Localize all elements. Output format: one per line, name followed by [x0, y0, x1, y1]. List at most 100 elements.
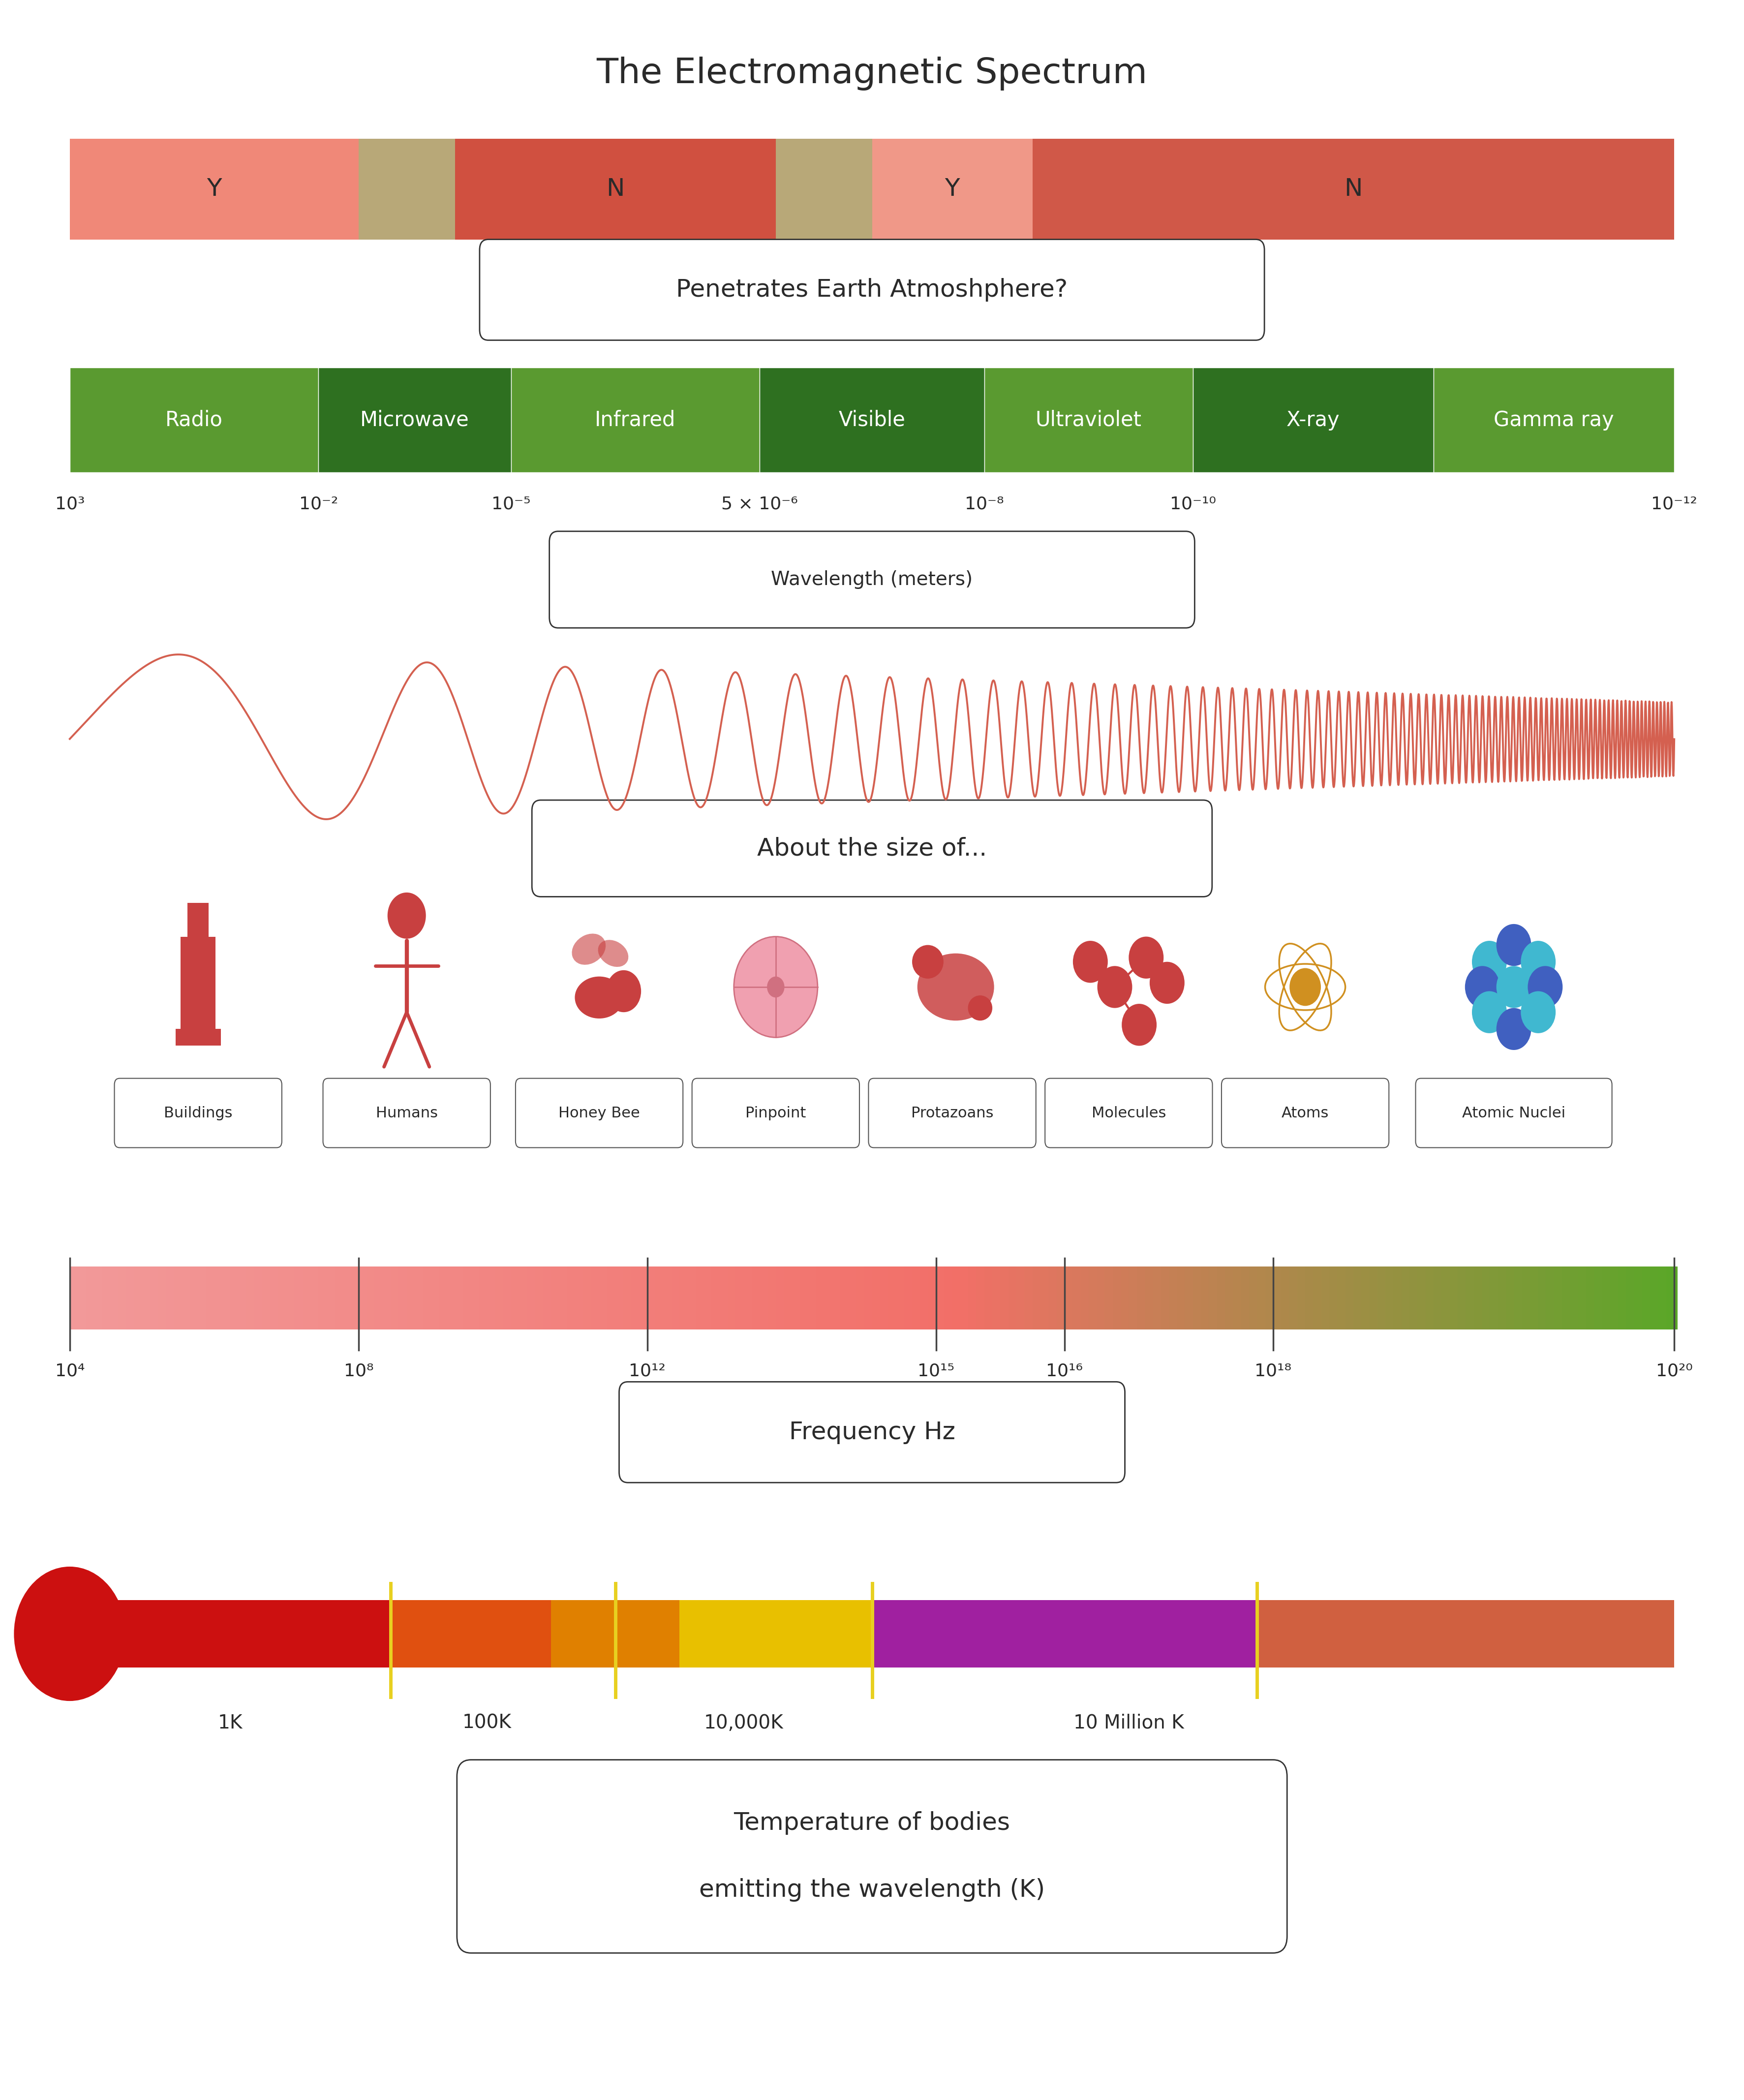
Text: Frequency Hz: Frequency Hz: [788, 1420, 956, 1445]
Bar: [792, 1266, 804, 1329]
Bar: [607, 1266, 619, 1329]
Bar: [1193, 368, 1434, 473]
Bar: [1353, 1266, 1366, 1329]
Bar: [807, 1266, 820, 1329]
Bar: [1081, 1266, 1092, 1329]
Bar: [70, 1266, 82, 1329]
Bar: [1643, 1266, 1653, 1329]
Circle shape: [1097, 966, 1132, 1008]
Bar: [319, 368, 511, 473]
Text: Microwave: Microwave: [361, 410, 469, 430]
Text: Infrared: Infrared: [595, 410, 675, 430]
Text: Ultraviolet: Ultraviolet: [1036, 410, 1142, 430]
Bar: [1570, 1266, 1582, 1329]
Bar: [1434, 1266, 1446, 1329]
Bar: [647, 1266, 659, 1329]
Bar: [783, 1266, 795, 1329]
Text: About the size of...: About the size of...: [757, 836, 987, 861]
Text: Visible: Visible: [839, 410, 905, 430]
Bar: [680, 1600, 872, 1667]
Bar: [1264, 1266, 1277, 1329]
Bar: [480, 1266, 490, 1329]
FancyBboxPatch shape: [115, 1079, 283, 1147]
Circle shape: [734, 937, 818, 1037]
Circle shape: [1465, 966, 1500, 1008]
Bar: [848, 1266, 860, 1329]
Bar: [1449, 1266, 1461, 1329]
Bar: [727, 1266, 739, 1329]
Bar: [1409, 1266, 1421, 1329]
Bar: [1177, 1266, 1188, 1329]
Bar: [399, 1266, 410, 1329]
Bar: [126, 1266, 138, 1329]
Bar: [391, 1600, 551, 1667]
Circle shape: [607, 970, 642, 1012]
Bar: [1313, 1266, 1325, 1329]
Bar: [1257, 1266, 1268, 1329]
Bar: [495, 1266, 506, 1329]
Bar: [752, 1266, 764, 1329]
Bar: [462, 1266, 474, 1329]
Ellipse shape: [572, 934, 605, 964]
Bar: [94, 1266, 105, 1329]
Bar: [446, 1266, 459, 1329]
Bar: [1064, 1266, 1076, 1329]
Bar: [1563, 1266, 1573, 1329]
Bar: [382, 1266, 394, 1329]
Bar: [1442, 1266, 1453, 1329]
Bar: [1298, 1266, 1308, 1329]
Text: Y: Y: [945, 176, 959, 202]
Bar: [1088, 1266, 1100, 1329]
Circle shape: [1149, 962, 1184, 1004]
Bar: [696, 1266, 706, 1329]
Bar: [1048, 1266, 1060, 1329]
Bar: [881, 1266, 891, 1329]
Bar: [230, 1266, 242, 1329]
Bar: [70, 1600, 391, 1667]
Bar: [1650, 1266, 1662, 1329]
Text: 10²⁰: 10²⁰: [1655, 1363, 1693, 1380]
Bar: [703, 1266, 715, 1329]
Bar: [166, 1266, 178, 1329]
Bar: [1505, 1266, 1517, 1329]
FancyBboxPatch shape: [619, 1382, 1125, 1483]
Bar: [85, 1266, 98, 1329]
Circle shape: [1496, 924, 1531, 966]
Bar: [535, 1266, 546, 1329]
Bar: [406, 1266, 419, 1329]
Bar: [119, 1266, 129, 1329]
Bar: [567, 1266, 579, 1329]
Bar: [239, 1266, 249, 1329]
Bar: [760, 1266, 771, 1329]
Bar: [181, 1266, 194, 1329]
Text: Protazoans: Protazoans: [910, 1107, 994, 1119]
Text: 10 Million K: 10 Million K: [1074, 1714, 1184, 1732]
Bar: [520, 1266, 530, 1329]
FancyBboxPatch shape: [549, 531, 1195, 628]
Bar: [188, 903, 209, 937]
Bar: [455, 1266, 466, 1329]
Text: 10¹⁵: 10¹⁵: [917, 1363, 954, 1380]
Bar: [1322, 1266, 1332, 1329]
Bar: [591, 1266, 603, 1329]
Bar: [1329, 1266, 1341, 1329]
Bar: [823, 1266, 835, 1329]
FancyBboxPatch shape: [323, 1079, 490, 1147]
Bar: [1402, 1266, 1413, 1329]
Bar: [631, 1266, 644, 1329]
Bar: [1393, 1266, 1406, 1329]
Bar: [968, 1266, 980, 1329]
Bar: [366, 1266, 378, 1329]
Bar: [359, 1266, 370, 1329]
Text: Y: Y: [206, 176, 221, 202]
Bar: [415, 1266, 426, 1329]
Bar: [1594, 1266, 1606, 1329]
Bar: [1554, 1266, 1566, 1329]
Bar: [736, 1266, 746, 1329]
Bar: [1425, 1266, 1437, 1329]
Bar: [1057, 1266, 1067, 1329]
Bar: [1289, 1266, 1301, 1329]
Bar: [1249, 1266, 1261, 1329]
Bar: [1001, 1266, 1012, 1329]
Bar: [1121, 1266, 1132, 1329]
